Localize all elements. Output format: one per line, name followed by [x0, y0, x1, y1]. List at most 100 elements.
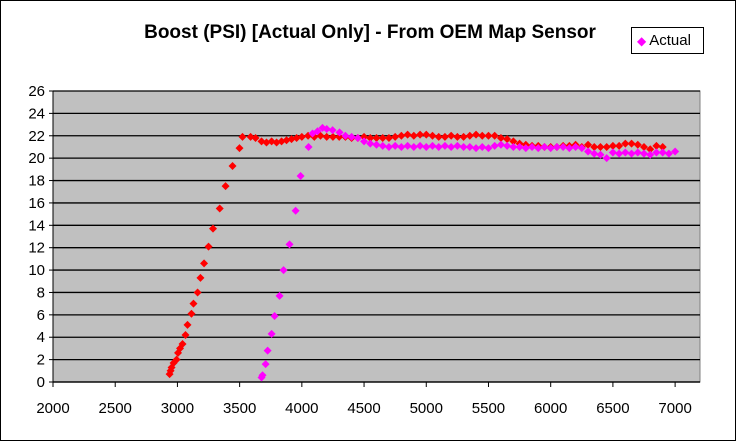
data-point [296, 172, 305, 181]
data-point [353, 134, 362, 143]
data-point [263, 346, 272, 355]
data-point [621, 139, 630, 148]
data-point [416, 141, 425, 150]
data-point [391, 141, 400, 150]
data-point [627, 149, 636, 158]
data-point [459, 142, 468, 151]
data-point [366, 139, 375, 148]
y-tick-label: 16 [28, 195, 45, 212]
y-tick-label: 4 [37, 329, 45, 346]
data-point [261, 360, 270, 369]
legend-marker-diamond-icon: ◆ [637, 33, 647, 48]
data-point [484, 131, 493, 140]
data-point [440, 132, 449, 141]
data-point [313, 127, 322, 136]
data-point [335, 128, 344, 137]
data-point [521, 144, 530, 153]
data-point [189, 299, 198, 308]
data-point [378, 134, 387, 143]
y-tick-label: 18 [28, 173, 45, 190]
x-tick-label: 4000 [285, 400, 318, 417]
data-point [258, 371, 267, 380]
data-point [347, 132, 356, 141]
data-point [384, 134, 393, 143]
data-point [447, 131, 456, 140]
data-point [658, 142, 667, 151]
data-point [465, 131, 474, 140]
data-point [584, 140, 593, 149]
data-point [403, 130, 412, 139]
y-tick-label: 0 [37, 374, 45, 391]
data-point [478, 131, 487, 140]
data-point [584, 147, 593, 156]
y-tick-label: 2 [37, 352, 45, 369]
data-point [200, 259, 209, 268]
data-point [328, 126, 337, 135]
data-point [478, 142, 487, 151]
data-point [196, 273, 205, 282]
data-point [621, 148, 630, 157]
data-point [453, 141, 462, 150]
data-point [204, 242, 213, 251]
x-tick-label: 5500 [472, 400, 505, 417]
data-point [428, 141, 437, 150]
data-point [322, 125, 331, 134]
data-point [409, 131, 418, 140]
data-point [640, 149, 649, 158]
data-point [215, 204, 224, 213]
data-point [496, 140, 505, 149]
y-tick-label: 26 [28, 83, 45, 100]
data-point [627, 139, 636, 148]
data-point [193, 288, 202, 297]
data-point [633, 148, 642, 157]
data-point [447, 142, 456, 151]
data-point [596, 150, 605, 159]
data-point [322, 132, 331, 141]
data-point [267, 329, 276, 338]
legend-label-actual: Actual [649, 32, 691, 49]
data-point [221, 182, 230, 191]
y-tick-label: 6 [37, 307, 45, 324]
data-point [590, 149, 599, 158]
data-point [615, 141, 624, 150]
data-point [440, 141, 449, 150]
data-point [615, 149, 624, 158]
data-point [465, 142, 474, 151]
data-point [270, 311, 279, 320]
data-point [187, 309, 196, 318]
data-point [335, 132, 344, 141]
x-tick-label: 7000 [658, 400, 691, 417]
data-point [275, 291, 284, 300]
data-point [172, 355, 181, 364]
y-tick-label: 12 [28, 240, 45, 257]
legend: ◆ Actual [631, 27, 704, 54]
data-point [509, 142, 518, 151]
data-point [602, 154, 611, 163]
data-point [540, 142, 549, 151]
data-point [183, 320, 192, 329]
data-point [652, 141, 661, 150]
data-point [434, 142, 443, 151]
data-point [178, 339, 187, 348]
data-point [671, 147, 680, 156]
data-point [577, 144, 586, 153]
data-point [503, 135, 512, 144]
data-point [484, 144, 493, 153]
data-point [608, 141, 617, 150]
data-point [590, 142, 599, 151]
data-point [209, 224, 218, 233]
y-tick-label: 14 [28, 217, 45, 234]
x-tick-label: 3500 [223, 400, 256, 417]
data-point [559, 142, 568, 151]
data-point [372, 140, 381, 149]
y-tick-label: 24 [28, 105, 45, 122]
data-point [360, 132, 369, 141]
x-tick-label: 5000 [410, 400, 443, 417]
x-tick-label: 4500 [347, 400, 380, 417]
data-point [422, 142, 431, 151]
data-point [565, 144, 574, 153]
data-point [658, 148, 667, 157]
data-point [292, 134, 301, 143]
x-tick-label: 6000 [534, 400, 567, 417]
